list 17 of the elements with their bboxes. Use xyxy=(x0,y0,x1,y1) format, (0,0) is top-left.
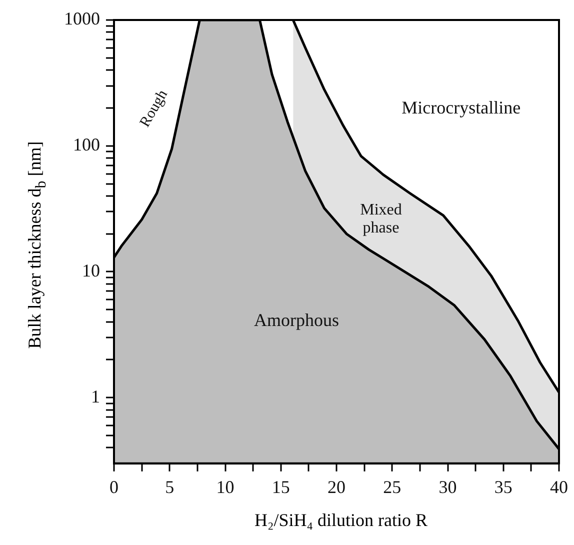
annotation: Mixed phase xyxy=(360,202,402,237)
y-tick-label: 10 xyxy=(82,260,100,280)
x-tick-label: 15 xyxy=(272,476,290,497)
x-tick-label: 35 xyxy=(494,476,512,497)
x-tick-label: 10 xyxy=(216,476,234,497)
y-tick-label: 1 xyxy=(91,386,100,406)
x-tick-label: 25 xyxy=(383,476,402,497)
x-tick-label: 5 xyxy=(165,476,174,497)
y-tick-label: 100 xyxy=(73,134,100,155)
x-tick-label: 40 xyxy=(550,476,568,497)
y-tick-label: 1000 xyxy=(64,8,100,29)
x-tick-label: 20 xyxy=(328,476,346,497)
x-tick-label: 0 xyxy=(110,476,118,497)
x-tick-label: 30 xyxy=(438,476,457,497)
x-axis-title: H₂/SiH₄ dilution ratio R xyxy=(253,510,429,531)
annotation: Microcrystalline xyxy=(402,97,521,118)
annotation: Amorphous xyxy=(254,310,339,330)
